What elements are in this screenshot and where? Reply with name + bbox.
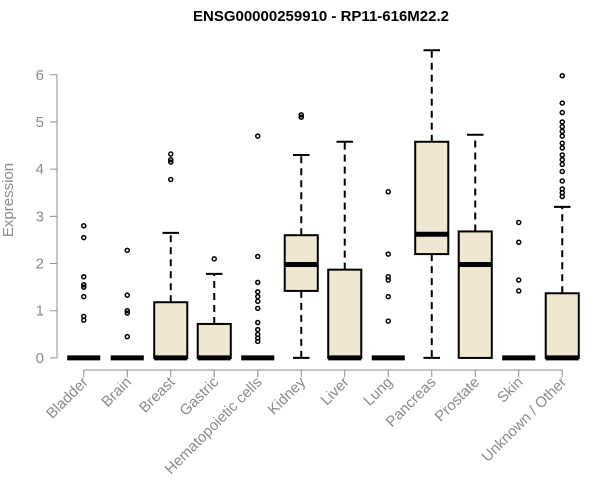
outlier-point bbox=[559, 72, 565, 79]
box-kidney bbox=[283, 112, 319, 359]
outlier-point bbox=[255, 326, 261, 333]
outlier-point bbox=[559, 193, 565, 200]
outlier-point bbox=[168, 156, 174, 163]
y-tick-label: 3 bbox=[36, 208, 44, 225]
y-tick-label: 4 bbox=[36, 161, 44, 178]
outlier-point bbox=[559, 100, 565, 106]
outlier-point bbox=[255, 298, 261, 305]
outlier-point bbox=[124, 310, 130, 316]
outlier-point bbox=[559, 128, 565, 135]
outlier-point bbox=[559, 168, 565, 175]
outlier-point bbox=[385, 277, 391, 283]
outlier-point bbox=[124, 333, 130, 340]
outlier-point bbox=[559, 109, 565, 116]
outlier-point bbox=[255, 289, 261, 295]
outlier-point bbox=[168, 151, 174, 157]
outlier-point bbox=[211, 256, 217, 262]
box-iqr bbox=[544, 292, 580, 359]
outlier-point bbox=[298, 112, 304, 118]
outlier-point bbox=[559, 161, 565, 168]
box-group bbox=[67, 49, 580, 361]
y-axis: 0 1 2 3 4 5 6 bbox=[36, 67, 58, 367]
outlier-point bbox=[516, 277, 522, 283]
y-tick-label: 0 bbox=[36, 350, 44, 367]
outlier-point bbox=[385, 318, 391, 324]
box-iqr bbox=[196, 322, 232, 359]
outlier-point bbox=[255, 253, 261, 260]
outlier-point bbox=[255, 338, 261, 345]
outlier-point bbox=[559, 140, 565, 146]
outlier-point bbox=[255, 319, 261, 326]
y-axis-label: Expression bbox=[0, 163, 17, 237]
outlier-point bbox=[81, 282, 87, 288]
outlier-point bbox=[559, 152, 565, 158]
chart-title: ENSG00000259910 - RP11-616M22.2 bbox=[193, 8, 449, 25]
x-tick-label: Prostate bbox=[432, 374, 484, 426]
box-bladder bbox=[67, 223, 101, 361]
y-tick-label: 6 bbox=[36, 67, 44, 84]
outlier-point bbox=[255, 279, 261, 286]
outlier-point bbox=[559, 123, 565, 130]
x-tick-label: Breast bbox=[136, 373, 179, 416]
box-prostate bbox=[457, 133, 493, 359]
outlier-point bbox=[559, 119, 565, 125]
y-tick-label: 1 bbox=[36, 303, 44, 320]
outlier-point bbox=[124, 307, 130, 314]
box-pancreas bbox=[414, 49, 450, 359]
box-iqr bbox=[457, 230, 493, 359]
outlier-point bbox=[124, 292, 130, 298]
outlier-point bbox=[385, 293, 391, 300]
outlier-point bbox=[81, 293, 87, 300]
outlier-point bbox=[81, 273, 87, 280]
box-lung bbox=[371, 189, 405, 361]
outlier-point bbox=[385, 189, 391, 195]
outlier-point bbox=[124, 247, 130, 254]
box-iqr bbox=[327, 268, 363, 359]
box-iqr bbox=[153, 301, 189, 359]
box-iqr bbox=[414, 140, 450, 256]
x-tick-label: Kidney bbox=[265, 373, 310, 418]
outlier-point bbox=[81, 284, 87, 290]
outlier-point bbox=[81, 223, 87, 229]
box-hematopoietic-cells bbox=[241, 133, 275, 361]
outlier-point bbox=[81, 234, 87, 241]
box-liver bbox=[327, 140, 363, 361]
outlier-point bbox=[81, 317, 87, 323]
outlier-point bbox=[255, 305, 261, 312]
x-tick-label: Liver bbox=[318, 374, 353, 409]
outlier-point bbox=[255, 133, 261, 139]
outlier-point bbox=[516, 288, 522, 294]
x-tick-label: Skin bbox=[494, 374, 527, 407]
outlier-point bbox=[255, 293, 261, 300]
x-tick-label: Lung bbox=[360, 374, 396, 410]
box-unknown-other bbox=[544, 72, 580, 361]
box-skin bbox=[502, 219, 536, 361]
x-tick-label: Brain bbox=[98, 374, 135, 411]
y-tick-label: 5 bbox=[36, 114, 44, 131]
outlier-point bbox=[516, 239, 522, 246]
outlier-point bbox=[516, 219, 522, 226]
outlier-point bbox=[298, 114, 304, 120]
box-gastric bbox=[196, 256, 232, 361]
y-tick-label: 2 bbox=[36, 256, 44, 273]
outlier-point bbox=[168, 159, 174, 165]
x-tick-label: Bladder bbox=[43, 374, 92, 423]
outlier-point bbox=[559, 178, 565, 184]
box-breast bbox=[153, 151, 189, 361]
outlier-point bbox=[559, 145, 565, 151]
outlier-point bbox=[559, 133, 565, 139]
outlier-point bbox=[168, 176, 174, 183]
outlier-point bbox=[559, 156, 565, 163]
box-brain bbox=[110, 247, 144, 361]
outlier-point bbox=[385, 251, 391, 257]
